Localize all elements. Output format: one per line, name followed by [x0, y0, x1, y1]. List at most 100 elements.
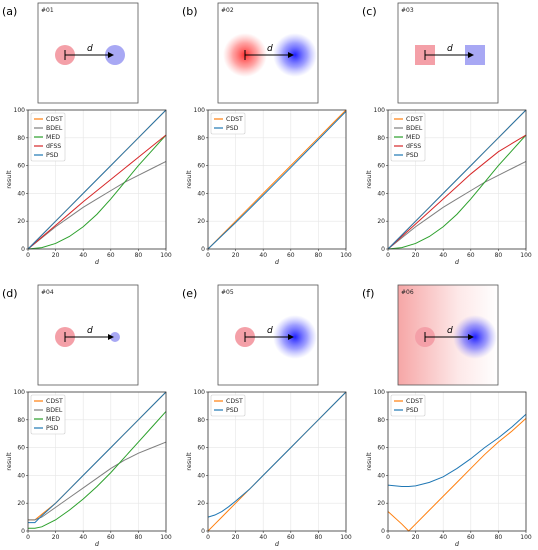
scene-id: #02: [221, 7, 234, 14]
right-shape: [273, 315, 317, 359]
legend-box: [210, 394, 246, 417]
legend-label-psd: PSD: [226, 125, 239, 132]
series-line-med: [387, 134, 527, 250]
legend-label-bdel: BDEL: [46, 125, 63, 132]
x-tick-label: 100: [340, 534, 352, 541]
series-line-cdst: [387, 418, 527, 532]
x-tick-label: 0: [26, 534, 30, 541]
y-tick-label: 20: [17, 218, 25, 225]
legend-box: [390, 394, 426, 417]
series-line-med: [27, 134, 167, 250]
legend-label-cdst: CDST: [46, 116, 63, 123]
series-line-bdel: [387, 160, 527, 250]
distance-label: d: [267, 326, 273, 336]
panel-label: (b): [182, 5, 198, 18]
legend-label-psd: PSD: [46, 425, 59, 432]
plot-frame: [27, 109, 167, 250]
distance-label: d: [267, 44, 273, 54]
x-tick-label: 60: [287, 252, 295, 259]
panel-label: (d): [2, 287, 18, 300]
legend-box: [210, 112, 246, 135]
y-axis-label: result: [365, 452, 373, 471]
legend-label-dfss: dFSS: [46, 143, 61, 150]
plot-frame: [387, 391, 527, 532]
x-tick-label: 60: [107, 534, 115, 541]
x-tick-label: 60: [467, 252, 475, 259]
y-tick-label: 40: [197, 472, 205, 479]
x-axis-label: d: [95, 258, 100, 266]
x-tick-label: 80: [315, 252, 323, 259]
legend-label-cdst: CDST: [406, 116, 423, 123]
x-tick-label: 60: [107, 252, 115, 259]
y-tick-label: 40: [17, 190, 25, 197]
y-tick-label: 100: [374, 389, 386, 396]
y-axis-label: result: [5, 452, 13, 471]
x-tick-label: 100: [340, 252, 352, 259]
legend-box: [30, 394, 66, 435]
chart-c: 0 20 40 60 80 100 0 20 40 60 80 100 d result CDST BDEL M…: [365, 107, 532, 266]
scene-id: #03: [401, 7, 414, 14]
y-tick-label: 0: [381, 528, 385, 535]
y-tick-label: 20: [377, 218, 385, 225]
y-tick-label: 80: [377, 417, 385, 424]
y-tick-label: 100: [14, 389, 26, 396]
y-tick-label: 80: [197, 417, 205, 424]
panel-d: (d) #04 d 0 20 40 60 80 100 0 20 40 60 80 100 d result CD…: [2, 284, 172, 548]
chart-e: 0 20 40 60 80 100 0 20 40 60 80 100 d result CDST PSD: [185, 389, 352, 548]
y-tick-label: 100: [194, 107, 206, 114]
distance-label: d: [87, 44, 93, 54]
series-line-psd: [28, 391, 167, 524]
x-tick-label: 20: [232, 534, 240, 541]
series-line-psd: [207, 111, 347, 250]
x-tick-label: 0: [26, 252, 30, 259]
x-tick-label: 100: [520, 534, 532, 541]
panel-label: (c): [362, 5, 377, 18]
plot-frame: [207, 391, 347, 532]
y-tick-label: 100: [374, 107, 386, 114]
y-axis-label: result: [185, 170, 193, 189]
legend-label-psd: PSD: [406, 407, 419, 414]
series-line-med: [28, 411, 167, 529]
y-tick-label: 0: [201, 528, 205, 535]
plot-frame: [27, 391, 167, 532]
y-tick-label: 100: [14, 107, 26, 114]
series-line-dfss: [27, 134, 167, 250]
y-tick-label: 0: [381, 246, 385, 253]
x-tick-label: 20: [52, 252, 60, 259]
panel-c: (c) #03 d 0 20 40 60 80 100 0 20 40 60 80 100 d result CD…: [362, 2, 532, 266]
series-line-psd: [387, 109, 527, 250]
series-line-dfss: [387, 134, 527, 250]
x-tick-label: 20: [232, 252, 240, 259]
x-axis-label: d: [455, 540, 460, 548]
distance-label: d: [447, 326, 453, 336]
distance-label: d: [447, 44, 453, 54]
x-axis-label: d: [455, 258, 460, 266]
y-tick-label: 60: [17, 163, 25, 170]
y-tick-label: 40: [197, 190, 205, 197]
x-tick-label: 80: [495, 534, 503, 541]
x-tick-label: 40: [439, 252, 447, 259]
x-tick-label: 60: [287, 534, 295, 541]
x-tick-label: 20: [412, 534, 420, 541]
series-line-psd: [207, 391, 347, 518]
y-tick-label: 20: [17, 500, 25, 507]
y-tick-label: 20: [197, 500, 205, 507]
y-tick-label: 80: [17, 417, 25, 424]
right-shape: [453, 315, 497, 359]
right-shape: [465, 45, 485, 65]
x-tick-label: 20: [52, 534, 60, 541]
x-tick-label: 0: [206, 534, 210, 541]
x-axis-label: d: [275, 540, 280, 548]
y-tick-label: 40: [17, 472, 25, 479]
legend-label-cdst: CDST: [46, 398, 63, 405]
scene-box: [37, 284, 139, 386]
panel-b: (b) #02 d 0 20 40 60 80 100 0 20 40 60 80 100 d result CD…: [182, 2, 352, 266]
panel-e: (e) #05 d 0 20 40 60 80 100 0 20 40 60 80 100 d result CD…: [182, 284, 352, 548]
scene-id: #01: [41, 7, 54, 14]
x-tick-label: 80: [135, 252, 143, 259]
x-tick-label: 100: [160, 534, 172, 541]
legend-label-cdst: CDST: [406, 398, 423, 405]
y-tick-label: 0: [21, 246, 25, 253]
x-tick-label: 60: [467, 534, 475, 541]
